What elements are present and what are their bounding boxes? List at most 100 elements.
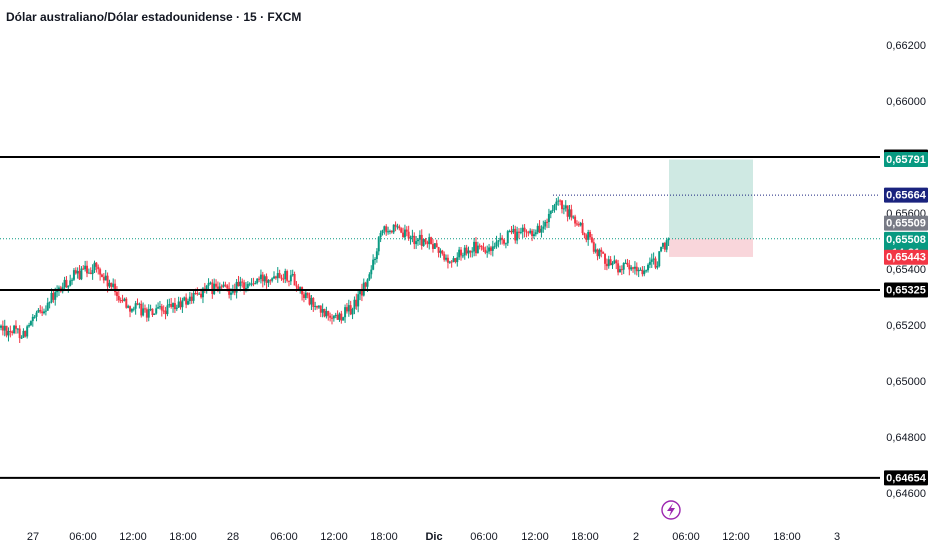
candle (284, 268, 287, 284)
candle (635, 262, 638, 276)
candle (503, 238, 506, 246)
candle (564, 200, 567, 212)
candle (9, 325, 12, 338)
level-label-1: 0,65325 (884, 282, 928, 298)
candle (501, 235, 504, 245)
candle (269, 279, 272, 285)
candle (415, 236, 418, 249)
x-tick-label: 12:00 (521, 531, 549, 543)
candle (3, 319, 6, 337)
candle (143, 304, 146, 313)
candle (622, 262, 625, 275)
y-tick-label: 0,64600 (886, 488, 926, 500)
candle (445, 254, 448, 262)
candle (196, 287, 199, 296)
level-label-2: 0,64654 (884, 470, 928, 486)
candle (155, 304, 158, 315)
candle (78, 265, 81, 281)
candle (613, 255, 616, 265)
y-tick-label: 0,65000 (886, 376, 926, 388)
candle (121, 294, 124, 303)
candle (661, 242, 664, 249)
candle (140, 300, 143, 318)
candle (61, 282, 64, 294)
candle (579, 221, 582, 227)
candle (173, 297, 176, 314)
candle (0, 324, 2, 331)
candle (130, 308, 133, 313)
candle (559, 199, 562, 206)
candle (615, 259, 618, 270)
candle (546, 218, 549, 229)
candle (443, 251, 446, 262)
candle (160, 303, 163, 317)
candle (48, 301, 51, 309)
candle (596, 248, 599, 261)
candle (261, 271, 264, 288)
candle (590, 233, 593, 244)
candle (604, 253, 607, 270)
candle (377, 236, 380, 256)
candle (428, 233, 431, 250)
candle (360, 283, 363, 302)
take-profit-zone[interactable] (669, 159, 753, 239)
candle (287, 280, 290, 287)
candle (329, 312, 332, 322)
candle (643, 265, 646, 277)
candle (259, 269, 262, 284)
candle (213, 278, 216, 296)
candle (157, 302, 160, 310)
candle (177, 296, 180, 308)
candle (517, 228, 520, 239)
candle (129, 305, 132, 318)
candle (450, 259, 453, 268)
candle (547, 208, 550, 229)
candle (407, 225, 410, 241)
x-tick-label: 06:00 (470, 531, 498, 543)
candle (71, 277, 74, 285)
prev-close-label: 0,65509 (884, 215, 928, 231)
candle (561, 200, 563, 214)
x-tick-label: 2 (633, 531, 639, 543)
candle (467, 246, 470, 259)
candle (418, 230, 421, 245)
candle (413, 232, 416, 250)
candle (647, 263, 650, 273)
candle (491, 240, 494, 257)
candle (235, 279, 238, 299)
candle (368, 272, 371, 281)
candle (168, 298, 171, 308)
candle (555, 198, 558, 211)
candle (338, 312, 341, 322)
candle (273, 271, 276, 280)
candle (549, 210, 552, 219)
candle (33, 315, 36, 319)
candle (1, 320, 4, 336)
candle (424, 237, 427, 245)
stop-price-label: 0,65443 (884, 249, 928, 265)
candle (508, 229, 511, 233)
candle (222, 281, 225, 288)
candle (617, 259, 620, 276)
candle (403, 224, 406, 241)
candle (102, 273, 105, 284)
candle (587, 229, 590, 246)
candle (665, 237, 668, 253)
candle (639, 267, 642, 271)
candle (100, 273, 103, 278)
candle (390, 230, 393, 234)
stop-loss-zone[interactable] (669, 238, 753, 257)
candle (441, 249, 444, 256)
svg-text:0,64654: 0,64654 (886, 472, 927, 484)
candle (37, 308, 40, 313)
candle (364, 281, 367, 290)
candle (527, 230, 530, 237)
candle (74, 267, 77, 275)
event-marker[interactable] (661, 500, 681, 520)
candle (18, 325, 21, 344)
candle (658, 251, 661, 268)
candle (224, 281, 227, 288)
svg-text:0,65664: 0,65664 (886, 190, 927, 202)
candle (170, 297, 173, 309)
